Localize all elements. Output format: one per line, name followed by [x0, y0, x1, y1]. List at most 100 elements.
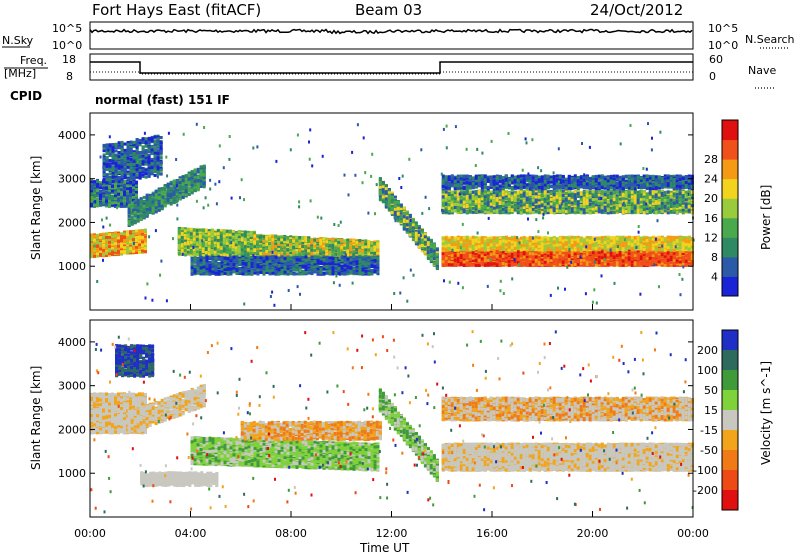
- power-cell: [117, 236, 120, 239]
- power-cell: [111, 185, 114, 188]
- power-cell: [111, 197, 114, 200]
- power-cell: [144, 229, 147, 232]
- cpid-value: normal (fast) 151 IF: [95, 93, 230, 107]
- power-cell: [138, 230, 141, 233]
- power-cell: [102, 249, 105, 252]
- power-cell: [96, 234, 99, 237]
- power-cell: [126, 234, 129, 237]
- power-cell: [114, 192, 117, 195]
- power-cell: [117, 193, 120, 196]
- power-cell: [141, 240, 144, 243]
- cpid-label: CPID: [10, 89, 42, 103]
- power-cell: [135, 232, 138, 235]
- power-cell: [96, 185, 99, 188]
- power-cell: [96, 202, 99, 205]
- power-cell: [108, 197, 111, 200]
- power-cell: [132, 181, 135, 184]
- power-cell: [120, 193, 123, 196]
- noise-left-label: N.Sky: [2, 34, 34, 47]
- power-cell: [93, 189, 96, 192]
- power-cell: [99, 248, 102, 251]
- power-cell: [93, 255, 96, 258]
- power-cell: [114, 201, 117, 204]
- power-cell: [132, 236, 135, 239]
- power-cell: [126, 197, 129, 200]
- power-cell: [120, 238, 123, 241]
- power-cell: [93, 247, 96, 250]
- power-cell: [105, 241, 108, 244]
- power-cell: [108, 245, 111, 248]
- power-cell: [132, 231, 135, 234]
- power-cell: [96, 198, 99, 201]
- power-cell: [105, 191, 108, 194]
- power-cell: [96, 189, 99, 192]
- power-cell: [123, 232, 126, 235]
- power-cell: [108, 241, 111, 244]
- date-title: 24/Oct/2012: [590, 1, 683, 19]
- power-cell: [138, 246, 141, 249]
- power-cell: [108, 236, 111, 239]
- noise-right-tick-high: 10^5: [708, 22, 738, 35]
- power-cell: [138, 243, 141, 246]
- power-cell: [120, 243, 123, 246]
- power-cell: [114, 186, 117, 189]
- power-cell: [99, 197, 102, 200]
- power-cell: [114, 242, 117, 245]
- noise-left-tick-high: 10^5: [52, 22, 82, 35]
- power-cell: [123, 191, 126, 194]
- power-cell: [135, 194, 138, 197]
- power-cell: [135, 236, 138, 239]
- power-cell: [117, 187, 120, 190]
- power-cell: [138, 237, 141, 240]
- power-cell: [129, 194, 132, 197]
- power-cell: [96, 180, 99, 183]
- power-cell: [96, 240, 99, 243]
- power-heatmap-data: [90, 122, 695, 307]
- power-cell: [108, 200, 111, 203]
- power-cell: [123, 199, 126, 202]
- power-cell: [138, 251, 141, 254]
- power-cell: [138, 240, 141, 243]
- power-cell: [111, 251, 114, 254]
- power-cell: [102, 240, 105, 243]
- noise-left-tick-low: 10^0: [52, 39, 82, 52]
- power-cell: [126, 200, 129, 203]
- power-cell: [102, 244, 105, 247]
- power-cell: [141, 244, 144, 247]
- freq-tick-low: 8: [66, 70, 73, 83]
- power-cell: [114, 238, 117, 241]
- power-cell: [129, 187, 132, 190]
- power-cell: [123, 246, 126, 249]
- power-cell: [132, 238, 135, 241]
- power-cell: [129, 237, 132, 240]
- station-title: Fort Hays East (fitACF): [92, 1, 261, 19]
- power-cell: [111, 235, 114, 238]
- nave-tick-low: 0: [709, 70, 716, 83]
- power-cell: [114, 249, 117, 252]
- power-cell: [93, 194, 96, 197]
- power-cell: [105, 244, 108, 247]
- power-cell: [105, 247, 108, 250]
- power-cell: [123, 193, 126, 196]
- power-cell: [114, 246, 117, 249]
- power-cell: [126, 192, 129, 195]
- noise-right-tick-low: 10^0: [708, 39, 738, 52]
- power-cell: [108, 194, 111, 197]
- power-cell: [126, 247, 129, 250]
- power-cell: [144, 247, 147, 250]
- power-cell: [135, 181, 138, 184]
- power-cell: [120, 202, 123, 205]
- power-cell: [126, 242, 129, 245]
- power-cell: [141, 250, 144, 253]
- power-cell: [126, 187, 129, 190]
- noise-panel-frame: [90, 22, 693, 49]
- power-cell: [117, 251, 120, 254]
- power-cell: [126, 184, 129, 187]
- power-cell: [102, 202, 105, 205]
- nave-tick-high: 60: [709, 53, 723, 66]
- power-cell: [99, 254, 102, 257]
- power-cell: [108, 204, 111, 207]
- beam-title: Beam 03: [355, 1, 422, 19]
- power-cell: [93, 203, 96, 206]
- power-cell: [126, 236, 129, 239]
